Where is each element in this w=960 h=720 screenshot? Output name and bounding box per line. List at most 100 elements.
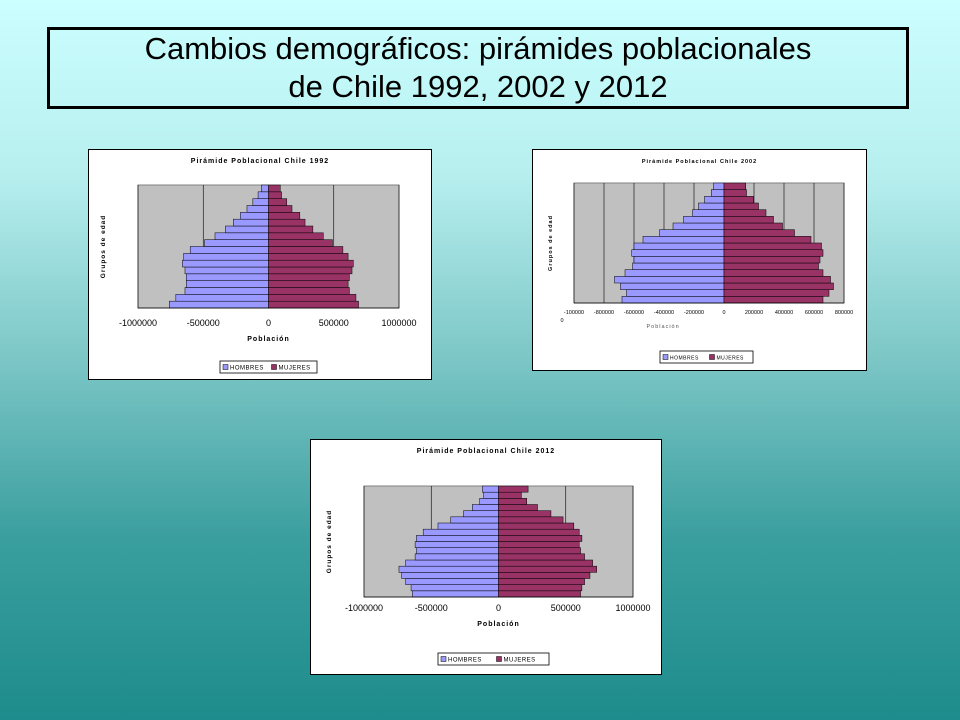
- bar-mujeres: [723, 262, 819, 270]
- bar-hombres: [620, 282, 725, 290]
- x-tick-label: 600000: [805, 310, 823, 316]
- bar-hombres: [463, 510, 499, 518]
- bar-mujeres: [268, 184, 281, 193]
- bar-hombres: [184, 266, 269, 275]
- chart-1992-frame: Pirámide Poblacional Chile 1992 -1000000 -…: [88, 149, 432, 380]
- chart-title: Pirámide Poblacional Chile 2002: [642, 159, 757, 165]
- bar-hombres: [711, 189, 725, 197]
- population-pyramid-chart: Pirámide Poblacional Chile 1992 -1000000 -…: [100, 158, 417, 374]
- legend-swatch-mujeres: [709, 354, 715, 360]
- x-tick-label: -600000: [624, 310, 644, 316]
- bar-hombres: [450, 516, 499, 524]
- bar-mujeres: [498, 547, 581, 555]
- bar-hombres: [257, 191, 269, 199]
- bar-hombres: [692, 209, 725, 217]
- legend-swatch-hombres: [440, 656, 447, 662]
- bar-mujeres: [268, 273, 350, 281]
- x-axis-label: Población: [247, 336, 289, 343]
- bar-hombres: [225, 225, 269, 234]
- bar-mujeres: [498, 559, 593, 567]
- bar-hombres: [410, 584, 499, 592]
- chart-title: Pirámide Poblacional Chile 2012: [417, 448, 555, 455]
- bar-hombres: [483, 491, 499, 499]
- bar-hombres: [405, 578, 499, 585]
- bar-hombres: [482, 485, 499, 493]
- bar-mujeres: [268, 259, 354, 268]
- bar-mujeres: [723, 256, 821, 264]
- legend-swatch-hombres: [222, 364, 229, 370]
- bar-hombres: [240, 212, 269, 220]
- bar-hombres: [713, 182, 725, 190]
- bar-hombres: [614, 276, 725, 284]
- y-axis-label: Grupos de edad: [548, 215, 554, 271]
- bar-hombres: [437, 522, 499, 530]
- bar-mujeres: [268, 225, 314, 234]
- bar-mujeres: [498, 584, 583, 592]
- x-tick-label-part: -100000: [564, 310, 584, 316]
- x-axis-label: Población: [477, 621, 519, 628]
- bar-mujeres: [268, 198, 288, 206]
- population-pyramid-chart: Pirámide Poblacional Chile 2002-100000 0-…: [548, 159, 853, 364]
- bar-hombres: [398, 565, 499, 573]
- bar-mujeres: [498, 485, 529, 493]
- x-tick-label: 0: [722, 310, 725, 316]
- bar-mujeres: [723, 249, 824, 257]
- bar-hombres: [632, 262, 725, 270]
- bar-hombres: [233, 218, 269, 227]
- legend-label-mujeres: MUJERES: [504, 658, 536, 664]
- bar-hombres: [416, 547, 499, 555]
- bar-hombres: [479, 498, 499, 505]
- bar-mujeres: [723, 189, 747, 197]
- x-tick-label: 400000: [775, 310, 793, 316]
- legend-label-hombres: HOMBRES: [670, 356, 699, 362]
- bar-mujeres: [268, 294, 357, 302]
- slide-title: Cambios demográficos: pirámides poblacio…: [47, 27, 909, 109]
- bar-hombres: [626, 289, 725, 297]
- bar-mujeres: [498, 578, 585, 585]
- bar-mujeres: [268, 212, 301, 220]
- bar-hombres: [698, 202, 725, 210]
- bar-mujeres: [268, 253, 349, 261]
- bar-mujeres: [723, 289, 830, 297]
- bar-mujeres: [723, 216, 774, 224]
- bar-mujeres: [498, 565, 597, 573]
- x-tick-label: 1000000: [615, 603, 650, 613]
- chart-2012-frame: Pirámide Poblacional Chile 2012 -1000000 -…: [310, 439, 662, 675]
- x-tick-label: -200000: [684, 310, 704, 316]
- bar-mujeres: [268, 300, 359, 309]
- legend-box: [437, 652, 550, 666]
- bar-hombres: [169, 300, 269, 309]
- legend-swatch-mujeres: [496, 656, 502, 662]
- bar-hombres: [472, 504, 499, 511]
- slide-title-line-2: de Chile 1992, 2002 y 2012: [288, 69, 668, 104]
- x-tick-label: 0: [496, 603, 501, 613]
- x-tick-label: 1000000: [381, 318, 416, 328]
- bar-hombres: [414, 541, 499, 548]
- legend-label-hombres: HOMBRES: [230, 366, 264, 372]
- bar-hombres: [183, 253, 269, 261]
- x-tick-label: 0: [266, 318, 271, 328]
- bar-hombres: [182, 259, 269, 268]
- x-tick-label: -1000000: [345, 603, 383, 613]
- chart-title: Pirámide Poblacional Chile 1992: [191, 158, 329, 165]
- chart-2002-frame: Pirámide Poblacional Chile 2002 -100000 0-…: [532, 149, 867, 371]
- legend-label-mujeres: MUJERES: [717, 356, 745, 362]
- bar-mujeres: [498, 590, 581, 598]
- bar-hombres: [252, 198, 269, 206]
- bar-mujeres: [723, 229, 795, 237]
- bar-hombres: [186, 273, 269, 281]
- bar-hombres: [621, 296, 725, 304]
- bar-hombres: [405, 559, 499, 567]
- bar-hombres: [401, 572, 499, 579]
- bar-mujeres: [498, 522, 575, 530]
- bar-hombres: [422, 528, 499, 536]
- bar-hombres: [204, 239, 269, 247]
- bar-hombres: [631, 249, 725, 257]
- x-tick-label-part: 0: [560, 318, 563, 324]
- bar-hombres: [414, 553, 499, 561]
- bar-hombres: [683, 216, 725, 224]
- x-axis-label: Población: [647, 324, 680, 330]
- bar-hombres: [189, 246, 269, 254]
- bar-hombres: [633, 242, 725, 250]
